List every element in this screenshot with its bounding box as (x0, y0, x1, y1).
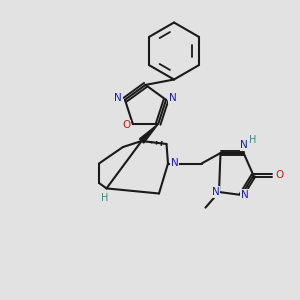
Text: O: O (122, 121, 130, 130)
Polygon shape (140, 124, 158, 143)
Text: N: N (171, 158, 178, 169)
Text: N: N (240, 140, 248, 151)
Text: H: H (249, 135, 256, 146)
Text: N: N (115, 93, 122, 103)
Text: N: N (241, 190, 248, 200)
Text: N: N (212, 187, 220, 197)
Text: H: H (101, 193, 109, 203)
Text: N: N (169, 93, 176, 103)
Text: O: O (276, 170, 284, 181)
